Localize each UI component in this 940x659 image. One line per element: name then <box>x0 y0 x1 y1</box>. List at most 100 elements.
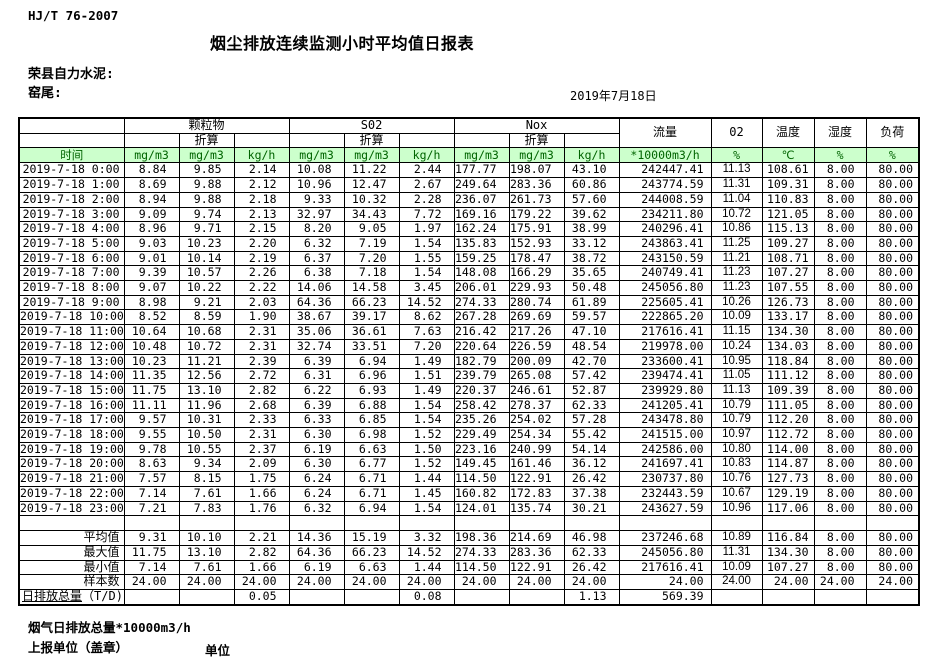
unit-header: mg/m3 <box>178 147 235 164</box>
summary-row: 日排放总量（T/D) 0.05 0.08 1.13 569.39 <box>18 589 920 606</box>
value-cell: 80.00 <box>865 397 920 414</box>
value-cell: 9.05 <box>343 221 400 237</box>
unit-header: % <box>813 147 867 164</box>
value-cell: 2.15 <box>233 221 290 237</box>
value-cell: 10.23 <box>178 235 235 252</box>
converted-header-particulate: 折算 <box>178 132 235 149</box>
value-cell: 179.22 <box>508 206 565 223</box>
value-cell: 11.35 <box>123 368 180 384</box>
value-cell: 62.33 <box>563 397 620 414</box>
value-cell: 8.00 <box>813 265 867 282</box>
value-cell: 161.46 <box>508 456 565 473</box>
value-cell: 6.19 <box>288 441 345 458</box>
unit-header: mg/m3 <box>453 147 510 164</box>
value-cell: 11.31 <box>710 177 763 193</box>
value-cell: 134.03 <box>761 338 815 355</box>
value-cell: 134.30 <box>761 324 815 340</box>
value-cell: 10.31 <box>178 412 235 429</box>
value-cell: 6.39 <box>288 397 345 414</box>
value-cell: 10.72 <box>178 338 235 355</box>
value-cell: 80.00 <box>865 177 920 193</box>
unit-header: mg/m3 <box>343 147 400 164</box>
value-cell: 57.28 <box>563 412 620 429</box>
value-cell: 55.42 <box>563 427 620 443</box>
value-cell: 6.32 <box>288 235 345 252</box>
group-header-so2: S02 <box>288 117 455 134</box>
value-cell: 117.06 <box>761 500 815 517</box>
blank-cell <box>563 132 620 149</box>
summary-value-cell: 64.36 <box>288 544 345 561</box>
value-cell: 126.73 <box>761 294 815 311</box>
value-cell: 8.59 <box>178 309 235 326</box>
hour-row: 2019-7-18 21:00 7.57 8.15 1.75 6.24 6.71 1.44 1… <box>18 471 920 487</box>
time-cell: 2019-7-18 0:00 <box>18 162 125 179</box>
unit-header: kg/h <box>563 147 620 164</box>
value-cell: 7.63 <box>398 324 455 340</box>
summary-value-cell: 283.36 <box>508 544 565 561</box>
value-cell: 1.51 <box>398 368 455 384</box>
empty-cell <box>343 515 400 532</box>
value-cell: 8.94 <box>123 191 180 208</box>
value-cell: 114.87 <box>761 456 815 473</box>
value-cell: 8.00 <box>813 162 867 179</box>
value-cell: 9.01 <box>123 250 180 267</box>
value-cell: 239.79 <box>453 368 510 384</box>
summary-value-cell: 569.39 <box>618 589 712 606</box>
time-cell: 2019-7-18 15:00 <box>18 382 125 399</box>
time-cell: 2019-7-18 1:00 <box>18 177 125 193</box>
value-cell: 2.44 <box>398 162 455 179</box>
time-cell: 2019-7-18 21:00 <box>18 471 125 487</box>
summary-value-cell: 1.13 <box>563 589 620 606</box>
value-cell: 80.00 <box>865 324 920 340</box>
value-cell: 6.77 <box>343 456 400 473</box>
value-cell: 30.21 <box>563 500 620 517</box>
value-cell: 6.33 <box>288 412 345 429</box>
value-cell: 39.62 <box>563 206 620 223</box>
value-cell: 9.09 <box>123 206 180 223</box>
value-cell: 8.00 <box>813 427 867 443</box>
time-cell: 2019-7-18 14:00 <box>18 368 125 384</box>
value-cell: 10.48 <box>123 338 180 355</box>
value-cell: 80.00 <box>865 382 920 399</box>
empty-cell <box>453 515 510 532</box>
summary-value-cell: 3.32 <box>398 530 455 546</box>
value-cell: 11.23 <box>710 280 763 296</box>
value-cell: 32.74 <box>288 338 345 355</box>
value-cell: 129.19 <box>761 485 815 502</box>
summary-value-cell: 6.63 <box>343 559 400 576</box>
value-cell: 135.83 <box>453 235 510 252</box>
value-cell: 114.50 <box>453 471 510 487</box>
time-cell: 2019-7-18 18:00 <box>18 427 125 443</box>
converted-header-so2: 折算 <box>343 132 400 149</box>
value-cell: 10.24 <box>710 338 763 355</box>
hour-row: 2019-7-18 13:00 10.23 11.21 2.39 6.39 6.94 1.4… <box>18 353 920 370</box>
value-cell: 230737.80 <box>618 471 712 487</box>
value-cell: 2.12 <box>233 177 290 193</box>
value-cell: 240296.41 <box>618 221 712 237</box>
time-cell: 2019-7-18 12:00 <box>18 338 125 355</box>
unit-header: kg/h <box>398 147 455 164</box>
value-cell: 6.30 <box>288 456 345 473</box>
value-cell: 240749.41 <box>618 265 712 282</box>
time-cell: 2019-7-18 2:00 <box>18 191 125 208</box>
company-name: 荣县自力水泥: <box>28 67 114 82</box>
value-cell: 1.54 <box>398 500 455 517</box>
value-cell: 245056.80 <box>618 280 712 296</box>
group-header-particulate: 颗粒物 <box>123 117 290 134</box>
group-header-nox: Nox <box>453 117 620 134</box>
summary-value-cell: 24.00 <box>288 574 345 591</box>
value-cell: 2.18 <box>233 191 290 208</box>
value-cell: 80.00 <box>865 441 920 458</box>
summary-value-cell: 62.33 <box>563 544 620 561</box>
time-cell: 2019-7-18 23:00 <box>18 500 125 517</box>
summary-value-cell: 24.00 <box>761 574 815 591</box>
time-cell: 2019-7-18 9:00 <box>18 294 125 311</box>
summary-value-cell: 8.00 <box>813 544 867 561</box>
value-cell: 13.10 <box>178 382 235 399</box>
value-cell: 11.21 <box>178 353 235 370</box>
value-cell: 1.52 <box>398 427 455 443</box>
value-cell: 11.75 <box>123 382 180 399</box>
value-cell: 1.66 <box>233 485 290 502</box>
value-cell: 8.98 <box>123 294 180 311</box>
value-cell: 162.24 <box>453 221 510 237</box>
